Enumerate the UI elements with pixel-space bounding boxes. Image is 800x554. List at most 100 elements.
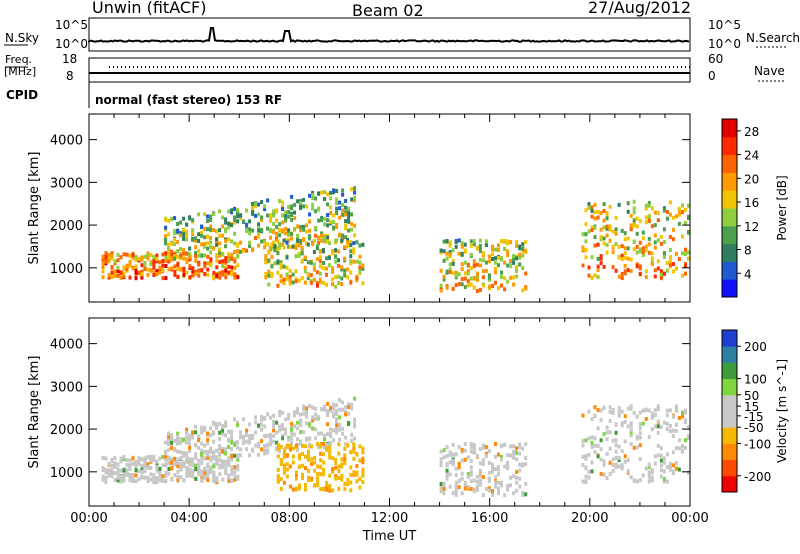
vel-pixel [294,443,298,448]
vel-pixel [638,435,642,440]
power-pixel [344,219,348,224]
vel-pixel [296,437,300,442]
power-pixel [509,275,513,280]
power-pixel [194,258,198,263]
vel-pixel [298,456,301,461]
noise-panel-frame [88,17,691,52]
power-pixel [173,237,177,242]
power-pixel [302,197,306,202]
vel-pixel [128,472,132,477]
nave-label: Nave [754,64,785,78]
power-pixel [209,262,213,267]
vel-pixel [659,468,663,473]
power-pixel [347,211,351,216]
power-pixel [215,265,219,270]
vel-pixel [164,479,168,484]
vel-pixel [608,472,612,476]
power-pixel [312,267,316,272]
vel-pixel [149,472,153,477]
vel-pixel [282,455,286,460]
power-pixel [293,210,297,215]
vel-pixel [491,462,494,467]
vel-pixel [662,477,666,481]
vel-pixel [307,449,310,454]
vel-pixel [317,431,321,436]
power-pixel [338,200,342,205]
power-pixel [315,244,319,249]
vel-pixel [185,440,189,445]
power-pixel [451,248,455,253]
power-pixel [158,265,162,270]
vel-pixel [319,487,323,492]
vel-pixel [176,464,180,469]
vel-pixel [355,464,359,468]
vel-pixel [460,447,464,452]
x-axis-label: Time UT [362,529,416,544]
power-pixel [173,264,177,269]
vel-pixel [355,452,359,457]
vel-pixel [239,434,243,439]
power-pixel [515,274,519,279]
power-pixel [323,216,327,221]
power-pixel [212,274,216,279]
vel-pixel [442,455,446,460]
power-pixel [478,263,482,268]
power-pixel [472,259,476,264]
power-pixel [454,273,458,278]
vel-pixel [340,474,344,478]
vel-pixel [469,465,473,470]
vel-pixel [282,470,286,475]
vel-pixel [352,472,356,477]
vel-pixel [209,455,213,460]
vel-pixel [620,463,624,468]
freq-tick-high: 18 [62,52,78,66]
power-pixel [305,223,309,228]
vel-pixel [656,424,660,429]
power-pixel [647,201,651,206]
vel-pixel [587,452,591,457]
vel-pixel [668,408,672,413]
power-pixel [349,280,353,285]
vel-pixel [218,447,222,452]
vel-pixel [230,457,234,462]
vel-pixel [662,469,666,474]
power-pixel [326,192,330,197]
power-pixel [155,272,159,277]
power-pixel [350,221,354,226]
vel-pixel [134,459,138,464]
vel-pixel [659,458,663,463]
power-pixel [270,245,274,250]
power-pixel [644,215,648,220]
power-pixel [308,219,312,224]
power-pixel [623,231,627,236]
power-pixel [119,255,123,260]
vel-pixel [481,458,485,463]
power-pixel [146,253,150,258]
power-pixel [312,262,316,267]
power-pixel [191,273,195,278]
power-pixel [281,213,285,218]
vel-pixel [469,442,473,447]
vel-pixel [662,460,666,465]
power-pixel [272,222,276,226]
power-pixel [590,228,594,233]
vel-pixel [276,477,280,482]
vel-pixel [185,428,189,433]
colorbar-segment [722,394,737,412]
power-pixel [188,255,192,260]
power-pixel [149,253,153,257]
vel-pixel [457,485,461,490]
vel-pixel [515,488,519,493]
vel-pixel [155,468,159,473]
vel-pixel [659,446,663,451]
vel-pixel [257,423,261,428]
vel-pixel [647,470,651,475]
power-pixel [442,249,446,254]
power-pixel [684,252,687,256]
power-pixel [233,206,237,211]
vel-pixel [176,449,180,454]
power-pixel [358,260,362,265]
vel-pixel [107,470,111,475]
vel-pixel [481,461,485,466]
power-pixel [317,191,321,196]
